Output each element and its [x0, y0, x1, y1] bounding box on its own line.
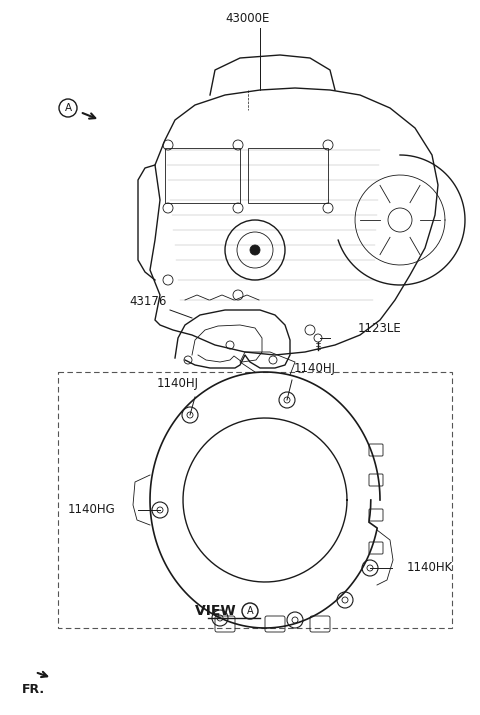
Text: VIEW: VIEW	[194, 604, 240, 618]
Bar	[58, 372, 452, 628]
Text: 43176: 43176	[129, 295, 167, 308]
Text: A: A	[247, 606, 253, 616]
Text: FR.: FR.	[22, 683, 45, 696]
Text: 43000E: 43000E	[226, 12, 270, 25]
Circle shape	[250, 245, 260, 255]
Text: A: A	[64, 103, 72, 113]
Text: 1140HJ: 1140HJ	[294, 362, 336, 375]
Text: 1123LE: 1123LE	[358, 322, 402, 335]
Text: 1140HJ: 1140HJ	[157, 377, 199, 390]
Text: 1140HG: 1140HG	[68, 503, 116, 516]
Text: 1140HK: 1140HK	[407, 561, 453, 574]
